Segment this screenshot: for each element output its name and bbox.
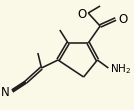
Text: O: O bbox=[118, 13, 128, 26]
Text: O: O bbox=[77, 7, 86, 20]
Text: N: N bbox=[1, 85, 10, 98]
Text: NH$_2$: NH$_2$ bbox=[110, 62, 131, 76]
